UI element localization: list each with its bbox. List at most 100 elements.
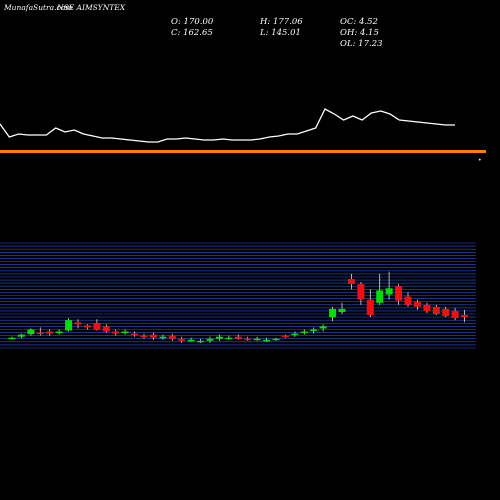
candle-body-down: [46, 331, 54, 334]
candle-body-up: [121, 331, 129, 333]
candle-body-up: [187, 339, 195, 342]
candle-body-down: [131, 333, 139, 336]
candle-body-up: [159, 336, 167, 339]
oh-value: OH: 4.15: [340, 28, 379, 38]
candle-body-down: [168, 335, 176, 339]
candle-grid: [0, 242, 476, 349]
candle-body-down: [74, 322, 82, 325]
candle: [347, 273, 355, 290]
candle-body-down: [442, 308, 450, 317]
candle-body-up: [27, 329, 35, 335]
candle: [291, 331, 299, 337]
candle-body-up: [338, 308, 346, 312]
candle: [357, 282, 365, 305]
candle: [300, 329, 308, 335]
candle-body-down: [366, 299, 374, 315]
candle-body-down: [112, 331, 120, 334]
candle: [338, 302, 346, 314]
low-value: L: 145.01: [259, 28, 301, 38]
candle: [442, 306, 450, 318]
candle-body-up: [17, 334, 25, 337]
candle-body-up: [319, 326, 327, 329]
candle: [215, 334, 223, 341]
candle-body-down: [244, 338, 252, 341]
candle: [244, 336, 252, 341]
candle: [187, 337, 195, 342]
candle: [272, 337, 280, 341]
candle-body-down: [234, 336, 242, 339]
candle-body-up: [272, 338, 280, 341]
candle: [140, 333, 148, 339]
candle-body-up: [197, 340, 205, 343]
candle: [36, 327, 44, 336]
price-line-series: [0, 108, 455, 143]
candle-body-up: [300, 331, 308, 333]
candle: [366, 289, 374, 318]
candle: [46, 329, 54, 336]
candle: [234, 334, 242, 340]
candle-body-down: [140, 335, 148, 338]
candle: [131, 331, 139, 337]
candle-body-up: [310, 329, 318, 331]
candle-body-up: [215, 336, 223, 339]
exchange-symbol-label: NSE AIMSYNTEX: [56, 3, 126, 12]
candle: [159, 334, 167, 340]
candle-body-down: [36, 332, 44, 335]
close-value: C: 162.65: [171, 28, 213, 38]
candle-body-up: [8, 337, 16, 340]
candle-body-down: [423, 304, 431, 311]
candle-body-up: [329, 308, 337, 318]
candle: [225, 335, 233, 340]
ol-value: OL: 17.23: [340, 39, 383, 49]
candle-body-up: [263, 339, 271, 342]
candle-body-up: [65, 320, 73, 331]
divider-line: [0, 150, 486, 153]
candle-body-up: [225, 337, 233, 340]
candle: [93, 319, 101, 331]
candle: [27, 328, 35, 336]
candle: [253, 336, 261, 341]
candle: [329, 306, 337, 322]
candle: [121, 329, 129, 335]
candle-body-down: [93, 323, 101, 330]
candlestick-chart: [8, 271, 469, 343]
candle-body-down: [432, 306, 440, 314]
candle-body-down: [395, 286, 403, 301]
candle-body-down: [178, 338, 186, 341]
candle: [404, 292, 412, 307]
candle: [385, 271, 393, 300]
candle-body-up: [253, 338, 261, 341]
candle: [168, 333, 176, 341]
candle-body-down: [404, 296, 412, 305]
candle-body-down: [83, 325, 91, 328]
candle-body-up: [291, 333, 299, 336]
candle-body-down: [347, 279, 355, 285]
candle-body-up: [385, 288, 393, 295]
candle-body-down: [461, 315, 469, 318]
marker-dot: •: [478, 157, 482, 164]
candle-body-down: [281, 335, 289, 338]
candle: [395, 284, 403, 305]
open-value: O: 170.00: [171, 17, 214, 27]
oc-value: OC: 4.52: [340, 17, 378, 27]
candle-body-down: [357, 284, 365, 300]
candle: [310, 327, 318, 334]
candle: [281, 334, 289, 338]
high-value: H: 177.06: [259, 17, 303, 27]
candle: [432, 304, 440, 316]
candle: [55, 329, 63, 335]
candle: [206, 336, 214, 343]
candle: [102, 324, 110, 333]
candle: [112, 329, 120, 336]
candle: [8, 336, 16, 340]
candle: [197, 338, 205, 343]
candle: [263, 337, 271, 342]
candle: [461, 309, 469, 323]
candle: [83, 324, 91, 330]
candle-body-down: [149, 334, 157, 338]
candle: [451, 307, 459, 321]
candle: [319, 324, 327, 332]
candle-body-down: [102, 326, 110, 332]
